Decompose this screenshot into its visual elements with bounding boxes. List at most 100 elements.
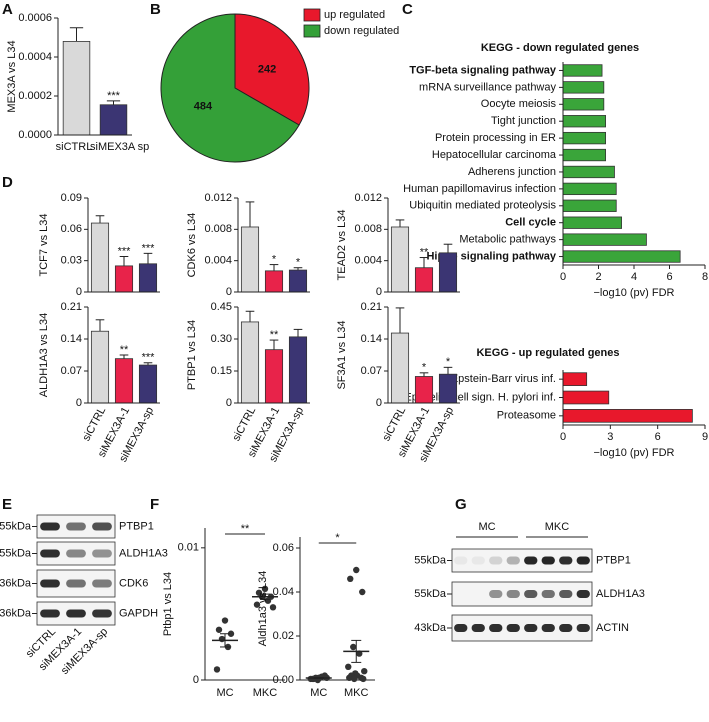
y-axis-label: ALDH1A3 vs L34 (38, 313, 50, 397)
data-point (227, 630, 235, 637)
y-tick-label: Oocyte meiosis (481, 98, 557, 110)
y-tick-label: Cell cycle (505, 217, 556, 229)
bar (90, 330, 110, 404)
y-tick-label: 0.04 (273, 586, 294, 598)
y-tick-label: 0.00 (273, 674, 294, 686)
blot-band (66, 549, 86, 558)
value-label: 484 (194, 100, 213, 112)
bar (414, 376, 434, 404)
data-point (253, 601, 261, 608)
legend-label: down regulated (324, 25, 399, 37)
blot-band (506, 590, 520, 598)
bar (99, 104, 128, 136)
protein-label: PTBP1 (119, 520, 154, 532)
y-axis-label: MEX3A vs L34 (6, 40, 18, 112)
legend-swatch (303, 8, 321, 22)
blot-band (66, 522, 86, 531)
blot-band (524, 590, 538, 598)
blot-band (92, 522, 112, 531)
data-point (361, 668, 368, 675)
blot-band (541, 556, 555, 565)
pie-slice (160, 13, 300, 163)
y-tick-label: 0.07 (361, 365, 382, 377)
y-axis-label: PTBP1 vs L34 (186, 320, 198, 390)
y-axis-label: CDK6 vs L34 (186, 213, 198, 278)
blot-band (92, 549, 112, 558)
y-tick-label: 0.0002 (18, 90, 52, 102)
y-tick-label: 0.008 (354, 223, 382, 235)
significance: *** (142, 242, 156, 254)
bar (438, 252, 458, 293)
y-tick-label: Proteasome (497, 410, 556, 422)
y-tick-label: 0.004 (204, 255, 232, 267)
y-tick-label: mRNA surveillance pathway (419, 81, 556, 93)
y-tick-label: 0.008 (204, 223, 232, 235)
data-point (351, 675, 358, 683)
bar (562, 64, 603, 77)
y-tick-label: 0.012 (204, 192, 232, 204)
bar (90, 222, 110, 293)
y-tick-label: Hepatocellular carcinoma (432, 149, 557, 161)
significance: *** (107, 90, 121, 102)
y-tick-label: 0 (76, 397, 82, 409)
x-tick-label: 6 (655, 431, 661, 443)
marker-label: 55kDa (0, 520, 32, 532)
panel-letter: F (150, 496, 159, 513)
blot-band (40, 522, 60, 531)
y-tick-label: 0.06 (61, 223, 82, 235)
significance: * (446, 356, 451, 368)
chart-title: KEGG - down regulated genes (481, 42, 639, 54)
y-tick-label: 0 (376, 286, 382, 298)
bar (562, 250, 681, 263)
y-tick-label: 0.14 (61, 333, 82, 345)
legend-swatch (303, 24, 321, 38)
value-label: 242 (258, 63, 276, 75)
data-point (269, 604, 277, 611)
bar (562, 148, 606, 162)
panel-letter: A (2, 1, 13, 18)
y-axis-label: TCF7 vs L34 (38, 214, 50, 277)
group-label: MKC (545, 521, 570, 533)
blot-band (559, 556, 573, 565)
protein-label: ALDH1A3 (596, 588, 645, 600)
y-tick-label: 0.012 (354, 192, 382, 204)
protein-label: CDK6 (119, 577, 148, 589)
y-tick-label: 0 (76, 286, 82, 298)
y-tick-label: 0 (376, 397, 382, 409)
y-tick-label: 0.01 (178, 542, 199, 554)
bar (390, 332, 410, 404)
y-tick-label: 0.06 (273, 542, 294, 554)
bar (562, 372, 588, 386)
x-tick-label: siCTRL (56, 141, 93, 153)
bar (562, 98, 605, 111)
blot-band (471, 556, 485, 565)
bar (240, 321, 260, 404)
blot-band (524, 556, 538, 565)
x-tick-label: MC (310, 687, 327, 699)
y-tick-label: 0.004 (354, 255, 382, 267)
blot-band (576, 556, 590, 565)
x-tick-label: 4 (631, 271, 637, 283)
blot-band (92, 609, 112, 618)
x-tick-label: MKC (344, 687, 369, 699)
panel-letter: C (402, 1, 413, 18)
y-axis-label: Aldh1a3 vs L34 (257, 571, 269, 647)
data-point (346, 674, 353, 681)
y-tick-label: 0.45 (211, 301, 232, 313)
blot-band (489, 624, 503, 632)
significance: * (296, 257, 301, 269)
panel-letter: B (150, 1, 161, 18)
blot-band (66, 609, 86, 618)
bar (562, 233, 647, 246)
y-tick-label: 0.0000 (18, 129, 52, 141)
data-point (215, 626, 223, 633)
bar (390, 226, 410, 293)
bar (562, 409, 693, 423)
y-tick-label: 0.0004 (18, 51, 52, 63)
significance: * (422, 362, 427, 374)
bar (264, 270, 284, 293)
data-point (345, 663, 352, 670)
y-tick-label: 0.0006 (18, 12, 52, 24)
y-tick-label: Protein processing in ER (435, 132, 556, 144)
bar (562, 165, 615, 179)
